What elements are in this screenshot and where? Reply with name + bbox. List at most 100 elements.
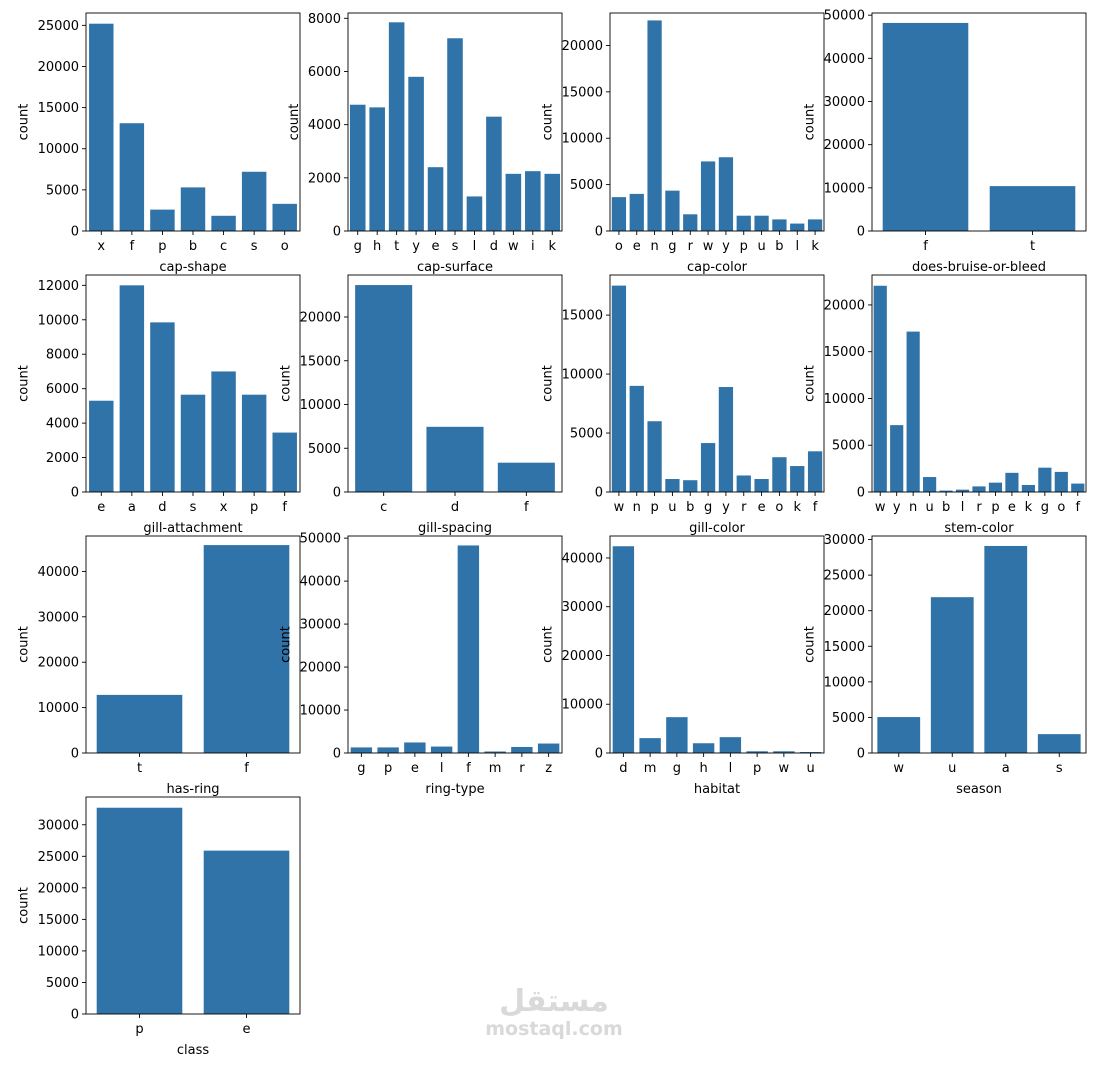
x-tick-label: x [97, 239, 105, 254]
chart-cap-shape: 0 5000 10000 15000 20000 25000 x f p b c s o cap-shap… [17, 12, 301, 275]
bar-gill-color-r [736, 475, 751, 492]
y-tick-label: 25000 [824, 569, 865, 584]
bar-gill-spacing-c [355, 285, 413, 492]
bar-stem-color-b [939, 490, 953, 492]
x-tick-label: e [411, 761, 419, 776]
bar-cap-surface-s [447, 38, 463, 231]
y-tick-label: 15000 [300, 354, 341, 369]
x-tick-label: y [722, 500, 730, 515]
x-tick-label: z [545, 761, 552, 776]
x-tick-label: e [633, 239, 641, 254]
bar-cap-color-n [647, 20, 662, 231]
y-tick-label: 10000 [300, 704, 341, 719]
bar-gill-color-o [772, 457, 787, 492]
x-tick-label: m [644, 761, 657, 776]
x-tick-label: w [508, 239, 519, 254]
bar-season-s [1037, 734, 1081, 753]
y-tick-label: 40000 [824, 52, 865, 67]
y-tick-label: 10000 [300, 398, 341, 413]
x-tick-label: p [158, 239, 166, 254]
x-axis-label: ring-type [425, 782, 484, 797]
x-tick-label: n [909, 500, 917, 515]
bar-cap-color-e [629, 193, 644, 231]
bar-cap-surface-d [486, 116, 502, 231]
x-tick-label: b [189, 239, 197, 254]
x-tick-label: f [1075, 500, 1080, 515]
x-tick-label: t [394, 239, 399, 254]
bar-gill-color-g [700, 443, 716, 492]
bar-cap-surface-i [525, 171, 541, 231]
x-tick-label: m [489, 761, 502, 776]
y-tick-label: 30000 [562, 600, 603, 615]
x-tick-label: f [813, 500, 818, 515]
y-tick-label: 20000 [562, 39, 603, 54]
y-tick-label: 20000 [824, 138, 865, 153]
x-tick-label: p [135, 1022, 143, 1037]
x-axis-label: class [177, 1043, 209, 1058]
x-tick-label: o [281, 239, 289, 254]
x-tick-label: p [753, 761, 761, 776]
bar-stem-color-f [1071, 483, 1085, 492]
x-tick-label: l [440, 761, 444, 776]
x-tick-label: o [775, 500, 783, 515]
y-tick-label: 25000 [38, 850, 79, 865]
x-tick-label: e [97, 500, 105, 515]
x-tick-label: l [795, 239, 799, 254]
y-tick-label: 30000 [824, 95, 865, 110]
bar-ring-type-l [430, 746, 453, 753]
y-tick-label: 10000 [824, 675, 865, 690]
y-tick-label: 10000 [38, 313, 79, 328]
chart-habitat: 0 10000 20000 30000 40000 d m g h l p w u habitat coun… [541, 535, 825, 797]
x-tick-label: a [1002, 761, 1010, 776]
bar-gill-attachment-p [241, 394, 267, 492]
x-tick-label: f [130, 239, 135, 254]
x-tick-label: s [452, 239, 459, 254]
x-tick-label: p [991, 500, 999, 515]
bar-cap-color-g [665, 190, 680, 231]
x-tick-label: p [250, 500, 258, 515]
bar-season-w [877, 717, 921, 753]
bar-cap-surface-w [505, 173, 522, 231]
y-tick-label: 10000 [562, 132, 603, 147]
y-tick-label: 4000 [46, 417, 79, 432]
bar-stem-color-g [1038, 467, 1052, 492]
y-tick-label: 0 [71, 486, 79, 501]
y-axis-label: count [803, 104, 818, 141]
y-tick-label: 20000 [38, 60, 79, 75]
y-tick-label: 30000 [300, 618, 341, 633]
bar-stem-color-o [1054, 471, 1068, 492]
x-tick-label: i [531, 239, 535, 254]
x-axis-label: gill-spacing [418, 521, 492, 536]
x-tick-label: g [354, 239, 362, 254]
x-axis-label: season [956, 782, 1002, 797]
x-tick-label: u [668, 500, 676, 515]
bar-cap-shape-f [119, 123, 145, 231]
y-tick-label: 20000 [300, 311, 341, 326]
y-tick-label: 0 [857, 747, 865, 762]
x-axis-label: gill-attachment [143, 521, 242, 536]
x-tick-label: o [615, 239, 623, 254]
y-tick-label: 0 [333, 747, 341, 762]
x-tick-label: t [137, 761, 142, 776]
y-tick-label: 10000 [824, 392, 865, 407]
bar-stem-color-p [988, 482, 1003, 492]
x-tick-label: f [282, 500, 287, 515]
chart-class: 0 5000 10000 15000 20000 25000 30000 p e class cou… [17, 796, 301, 1058]
x-tick-label: e [243, 1022, 251, 1037]
bar-season-a [984, 545, 1028, 753]
x-tick-label: f [244, 761, 249, 776]
x-tick-label: b [775, 239, 783, 254]
bar-gill-attachment-s [180, 394, 206, 492]
x-tick-label: y [893, 500, 901, 515]
x-tick-label: r [688, 239, 694, 254]
bar-ring-type-g [350, 747, 373, 753]
axes-frame [347, 535, 563, 754]
bar-gill-spacing-d [426, 426, 484, 492]
x-tick-label: p [650, 500, 658, 515]
bar-gill-color-e [754, 479, 769, 492]
y-tick-label: 0 [857, 225, 865, 240]
x-tick-label: g [673, 761, 681, 776]
bar-stem-color-w [873, 285, 887, 492]
x-tick-label: l [961, 500, 965, 515]
chart-does-bruise-or-bleed: 0 10000 20000 30000 40000 50000 f t does-bruise-… [803, 9, 1087, 275]
